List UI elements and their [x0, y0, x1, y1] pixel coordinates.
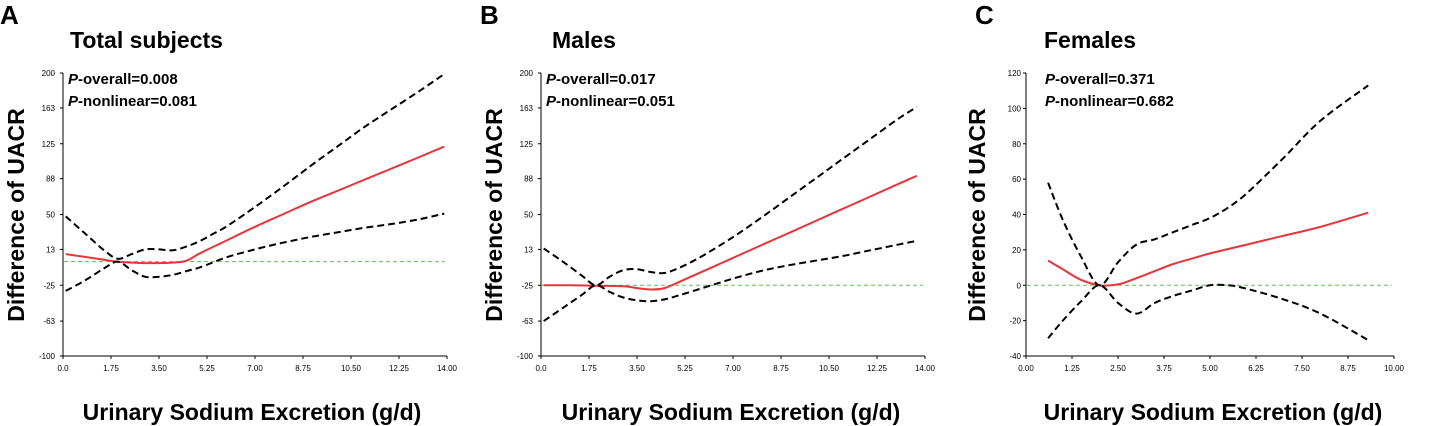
- x-axis-label: Urinary Sodium Excretion (g/d): [1044, 399, 1383, 425]
- x-tick-label: 8.75: [295, 364, 311, 373]
- panel-title: Males: [552, 27, 616, 53]
- upper-ci-curve: [1047, 84, 1369, 287]
- p-overall-value: -overall=0.008: [78, 71, 178, 88]
- estimate-curve: [1047, 211, 1369, 287]
- y-tick-label: 125: [520, 140, 534, 149]
- y-tick-label: -25: [43, 281, 55, 290]
- y-tick-label: 120: [1008, 69, 1022, 78]
- x-tick-label: 3.50: [629, 364, 645, 373]
- y-tick-label: -100: [39, 352, 56, 361]
- y-tick-label: -100: [517, 352, 534, 361]
- y-tick-label: 200: [42, 69, 56, 78]
- x-tick-label: 5.00: [1202, 364, 1218, 373]
- y-tick-label: -63: [521, 317, 533, 326]
- y-tick-label: -20: [1009, 317, 1021, 326]
- panel-title: Females: [1044, 27, 1136, 53]
- p-overall-symbol: P: [68, 71, 79, 88]
- x-tick-label: 6.25: [1248, 364, 1264, 373]
- upper-ci-curve: [65, 73, 445, 260]
- x-tick-label: 7.00: [247, 364, 263, 373]
- p-overall-symbol: P: [1045, 71, 1056, 88]
- x-tick-label: 10.00: [1384, 364, 1405, 373]
- y-tick-label: 88: [524, 175, 533, 184]
- p-nonlinear-value: -nonlinear=0.051: [556, 93, 675, 110]
- x-tick-label: 10.50: [341, 364, 362, 373]
- x-tick-label: 3.50: [151, 364, 167, 373]
- p-nonlinear-symbol: P: [546, 93, 557, 110]
- p-overall-label: P-overall=0.017: [546, 71, 656, 88]
- y-tick-label: 60: [1012, 175, 1021, 184]
- x-tick-label: 0.0: [535, 364, 547, 373]
- y-axis-label: Difference of UACR: [481, 108, 507, 322]
- estimate-curve: [543, 174, 918, 291]
- p-overall-label: P-overall=0.008: [68, 71, 178, 88]
- y-tick-label: -40: [1009, 352, 1021, 361]
- p-nonlinear-value: -nonlinear=0.682: [1055, 93, 1174, 110]
- y-tick-label: 88: [46, 175, 55, 184]
- x-tick-label: 14.00: [915, 364, 936, 373]
- x-tick-label: 8.75: [1340, 364, 1356, 373]
- p-nonlinear-label: P-nonlinear=0.081: [68, 93, 197, 110]
- x-tick-label: 7.00: [725, 364, 741, 373]
- y-tick-label: 50: [46, 211, 55, 220]
- y-tick-label: 13: [524, 245, 533, 254]
- p-nonlinear-label: P-nonlinear=0.051: [546, 93, 675, 110]
- x-tick-label: 5.25: [199, 364, 215, 373]
- p-nonlinear-symbol: P: [1045, 93, 1056, 110]
- lower-ci-curve: [65, 212, 445, 292]
- y-tick-label: 13: [46, 245, 55, 254]
- panel-letter: C: [975, 0, 994, 30]
- p-nonlinear-value: -nonlinear=0.081: [78, 93, 197, 110]
- p-nonlinear-label: P-nonlinear=0.682: [1045, 93, 1174, 110]
- x-tick-label: 1.25: [1064, 364, 1080, 373]
- panel-c: CFemalesP-overall=0.371P-nonlinear=0.682…: [964, 0, 1405, 425]
- x-tick-label: 14.00: [437, 364, 458, 373]
- p-overall-value: -overall=0.371: [1055, 71, 1155, 88]
- y-axis-label: Difference of UACR: [964, 108, 990, 322]
- estimate-curve: [65, 145, 445, 265]
- y-tick-label: 200: [520, 69, 534, 78]
- p-overall-value: -overall=0.017: [556, 71, 656, 88]
- x-tick-label: 7.50: [1294, 364, 1310, 373]
- p-nonlinear-symbol: P: [68, 93, 79, 110]
- y-tick-label: 125: [42, 140, 56, 149]
- upper-ci-curve: [543, 106, 918, 287]
- x-tick-label: 0.0: [57, 364, 69, 373]
- panel-b: BMalesP-overall=0.017P-nonlinear=0.051Di…: [480, 0, 936, 425]
- y-tick-label: 20: [1012, 246, 1021, 255]
- x-tick-label: 1.75: [103, 364, 119, 373]
- y-tick-label: 163: [42, 104, 56, 113]
- x-tick-label: 0.00: [1018, 364, 1034, 373]
- x-axis-label: Urinary Sodium Excretion (g/d): [83, 399, 422, 425]
- x-tick-label: 12.25: [389, 364, 410, 373]
- y-axis-label: Difference of UACR: [3, 108, 29, 322]
- lower-ci-curve: [543, 239, 917, 322]
- y-tick-label: 40: [1012, 211, 1021, 220]
- lower-ci-curve: [1047, 283, 1369, 341]
- x-tick-label: 10.50: [819, 364, 840, 373]
- y-tick-label: -63: [43, 317, 55, 326]
- x-tick-label: 5.25: [677, 364, 693, 373]
- x-axis-label: Urinary Sodium Excretion (g/d): [562, 399, 901, 425]
- y-tick-label: -25: [521, 281, 533, 290]
- panel-letter: A: [0, 0, 19, 30]
- panel-title: Total subjects: [70, 27, 223, 53]
- x-tick-label: 2.50: [1110, 364, 1126, 373]
- y-tick-label: 0: [1017, 281, 1022, 290]
- panel-letter: B: [480, 0, 499, 30]
- p-overall-label: P-overall=0.371: [1045, 71, 1155, 88]
- x-tick-label: 3.75: [1156, 364, 1172, 373]
- p-overall-symbol: P: [546, 71, 557, 88]
- y-tick-label: 100: [1008, 104, 1022, 113]
- y-tick-label: 80: [1012, 140, 1021, 149]
- x-tick-label: 12.25: [867, 364, 888, 373]
- y-tick-label: 50: [524, 211, 533, 220]
- x-tick-label: 8.75: [773, 364, 789, 373]
- x-tick-label: 1.75: [581, 364, 597, 373]
- y-tick-label: 163: [520, 104, 534, 113]
